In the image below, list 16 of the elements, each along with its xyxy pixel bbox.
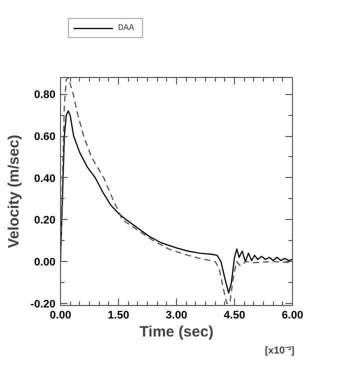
x-tick-label: 0.00: [50, 310, 72, 322]
x-tick-label: 1.50: [108, 310, 130, 322]
y-tick-label: 0.00: [34, 256, 56, 269]
x-tick-label: 4.50: [224, 310, 246, 322]
y-tick-label: 0.20: [34, 214, 56, 227]
text: [x10⁻³]: [264, 346, 295, 356]
y-tick-label: 0.40: [34, 172, 56, 185]
x-axis-title: Time (sec): [140, 324, 214, 340]
y-axis-title: Velocity (m/sec): [5, 134, 22, 248]
y-tick-label: 0.60: [34, 131, 56, 144]
y-tick-label: -0.20: [30, 298, 56, 310]
x-tick-label: 6.00: [282, 310, 304, 322]
y-tick-label: 0.80: [34, 89, 56, 102]
x-tick-label: 3.00: [166, 310, 188, 322]
line-series: [60, 110, 292, 294]
legend-label: DAA: [118, 23, 136, 33]
